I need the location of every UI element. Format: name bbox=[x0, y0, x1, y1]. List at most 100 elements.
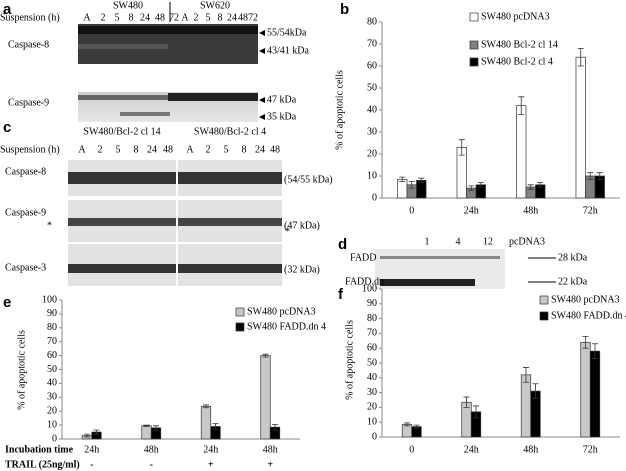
row-label: Incubation time bbox=[5, 444, 74, 455]
lane-label: 2 bbox=[98, 144, 103, 155]
lane-label: 5 bbox=[206, 12, 211, 23]
marker-label: 43/41 kDa bbox=[267, 45, 310, 56]
asterisk: * bbox=[47, 220, 52, 231]
error-bar bbox=[403, 422, 410, 427]
y-tick-label: 90 bbox=[47, 308, 57, 319]
x-tick-label: 72h bbox=[583, 444, 598, 455]
x-tick-label: 48h bbox=[523, 444, 538, 455]
x-tick-label: 72h bbox=[583, 205, 598, 216]
lane-label: 4 bbox=[456, 236, 461, 247]
error-bar bbox=[473, 405, 480, 419]
error-bar bbox=[408, 181, 415, 189]
lane-label: 2 bbox=[206, 144, 211, 155]
marker-arrow bbox=[259, 114, 265, 120]
error-bar bbox=[262, 353, 269, 358]
error-bar bbox=[458, 139, 465, 156]
legend-label: SW480 pcDNA3 bbox=[551, 294, 620, 305]
error-bar bbox=[596, 172, 603, 180]
lane-label: 12 bbox=[483, 236, 493, 247]
lane-label: 72 bbox=[169, 12, 179, 23]
marker-label: (32 kDa) bbox=[284, 264, 320, 275]
error-bar bbox=[272, 424, 279, 431]
error-bar bbox=[577, 48, 584, 67]
lane-label: pcDNA3 bbox=[509, 236, 545, 247]
y-tick-label: 70 bbox=[47, 336, 57, 347]
x-tick-label: 0 bbox=[409, 205, 414, 216]
panel-label: c bbox=[3, 119, 11, 136]
marker-label: 35 kDa bbox=[267, 111, 297, 122]
row-label: TRAIL (25ng/ml) bbox=[5, 459, 80, 470]
y-tick-label: 70 bbox=[367, 38, 377, 49]
marker-arrow bbox=[259, 30, 265, 36]
y-tick-label: 80 bbox=[367, 313, 377, 324]
bar bbox=[580, 341, 591, 438]
error-bar bbox=[592, 343, 599, 359]
y-tick-label: 0 bbox=[372, 431, 377, 442]
y-tick-label: 60 bbox=[367, 342, 377, 353]
treatment-label: + bbox=[267, 459, 273, 470]
error-bar bbox=[399, 176, 406, 182]
y-tick-label: 30 bbox=[367, 126, 377, 137]
panel-label: f bbox=[338, 286, 344, 303]
lane-label: 24 bbox=[147, 144, 157, 155]
lane-label: 24 bbox=[255, 144, 265, 155]
legend-label: SW480 FADD.dn 4 bbox=[551, 310, 626, 321]
group-label: SW480/Bcl-2 cl 14 bbox=[83, 126, 160, 137]
lane-label: 24 bbox=[227, 12, 237, 23]
y-tick-label: 60 bbox=[47, 350, 57, 361]
marker-label: 47 kDa bbox=[267, 94, 297, 105]
legend-label: SW480 Bcl-2 cl 4 bbox=[481, 56, 553, 67]
lane-label: 48 bbox=[155, 12, 165, 23]
error-bar bbox=[582, 335, 589, 349]
y-tick-label: 100 bbox=[362, 283, 377, 294]
bar bbox=[141, 425, 152, 440]
lane-label: 24 bbox=[140, 12, 150, 23]
protein-label: Caspase-9 bbox=[5, 207, 46, 218]
x-tick-label: 24h bbox=[464, 444, 479, 455]
error-bar bbox=[537, 182, 544, 188]
error-bar bbox=[418, 177, 425, 183]
legend-label: SW480 pcDNA3 bbox=[481, 11, 550, 22]
lane-label: 8 bbox=[218, 12, 223, 23]
y-tick-label: 40 bbox=[367, 104, 377, 115]
x-tick-label: 48h bbox=[144, 444, 159, 455]
bar bbox=[397, 178, 408, 199]
y-tick-label: 10 bbox=[47, 419, 57, 430]
x-tick-label: 24h bbox=[464, 205, 479, 216]
bar bbox=[200, 405, 212, 440]
bar bbox=[416, 180, 427, 199]
legend-swatch bbox=[539, 295, 549, 305]
blot-c bbox=[68, 160, 282, 286]
protein-label: Caspase-9 bbox=[8, 97, 49, 108]
asterisk: * bbox=[285, 226, 290, 237]
blot-d bbox=[375, 249, 556, 289]
y-tick-label: 60 bbox=[367, 60, 377, 71]
lane-label: 8 bbox=[242, 144, 247, 155]
group-label: SW480/Bcl-2 cl 4 bbox=[194, 126, 266, 137]
y-tick-label: 50 bbox=[47, 364, 57, 375]
panel-label: e bbox=[3, 294, 11, 311]
y-axis-title: % of apoptotic cells bbox=[334, 70, 345, 150]
x-tick-label: 24h bbox=[84, 444, 99, 455]
legend-swatch bbox=[235, 322, 245, 332]
panel-label: b bbox=[340, 1, 349, 18]
x-tick-label: 0 bbox=[409, 444, 414, 455]
protein-label: FADD.dn bbox=[345, 276, 384, 287]
bar bbox=[260, 355, 271, 440]
marker-label: (47 kDa) bbox=[284, 220, 320, 231]
error-bar bbox=[587, 172, 594, 180]
y-axis-title: % of apoptotic cells bbox=[16, 330, 27, 410]
error-bar bbox=[83, 433, 90, 438]
panel-label: d bbox=[338, 236, 347, 253]
legend-swatch bbox=[469, 12, 479, 22]
protein-label: FADD bbox=[350, 252, 376, 263]
error-bar bbox=[463, 396, 470, 408]
x-tick-label: 48h bbox=[263, 444, 278, 455]
y-tick-label: 0 bbox=[52, 433, 57, 444]
lane-label: 1 bbox=[425, 236, 430, 247]
y-tick-label: 100 bbox=[42, 294, 57, 305]
lane-label: 2 bbox=[194, 12, 199, 23]
error-bar bbox=[212, 423, 219, 430]
marker-label: 55/54kDa bbox=[267, 27, 307, 38]
